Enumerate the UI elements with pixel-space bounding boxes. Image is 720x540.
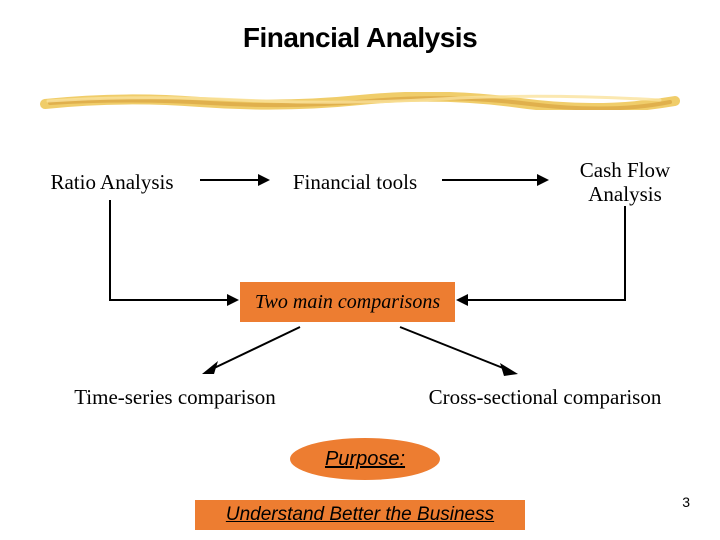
- box-understand: Understand Better the Business: [195, 500, 525, 530]
- node-ratio-analysis: Ratio Analysis: [42, 170, 182, 194]
- arrow-tools-to-cash-head: [537, 174, 549, 186]
- box-two-main-comparisons: Two main comparisons: [240, 282, 455, 322]
- node-cashflow-line1: Cash Flow: [565, 158, 685, 182]
- arrow-cash-down-head: [456, 294, 468, 306]
- arrow-to-timeseries: [190, 322, 310, 382]
- node-financial-tools: Financial tools: [285, 170, 425, 194]
- page-number: 3: [682, 494, 690, 510]
- arrow-ratio-to-tools-line: [200, 179, 258, 181]
- arrow-ratio-down-v: [109, 200, 111, 300]
- node-cashflow-line2: Analysis: [565, 182, 685, 206]
- arrow-tools-to-cash-line: [442, 179, 537, 181]
- arrow-ratio-down-h: [109, 299, 227, 301]
- arrow-ratio-to-tools-head: [258, 174, 270, 186]
- title-underline: [40, 92, 680, 110]
- node-cross-sectional: Cross-sectional comparison: [405, 385, 685, 409]
- node-time-series: Time-series comparison: [60, 385, 290, 409]
- arrow-cash-down-h: [468, 299, 626, 301]
- arrow-cash-down-v: [624, 206, 626, 300]
- arrow-ratio-down-head: [227, 294, 239, 306]
- ellipse-purpose: Purpose:: [290, 438, 440, 480]
- arrow-to-crosssectional: [390, 322, 530, 382]
- slide-title: Financial Analysis: [0, 22, 720, 54]
